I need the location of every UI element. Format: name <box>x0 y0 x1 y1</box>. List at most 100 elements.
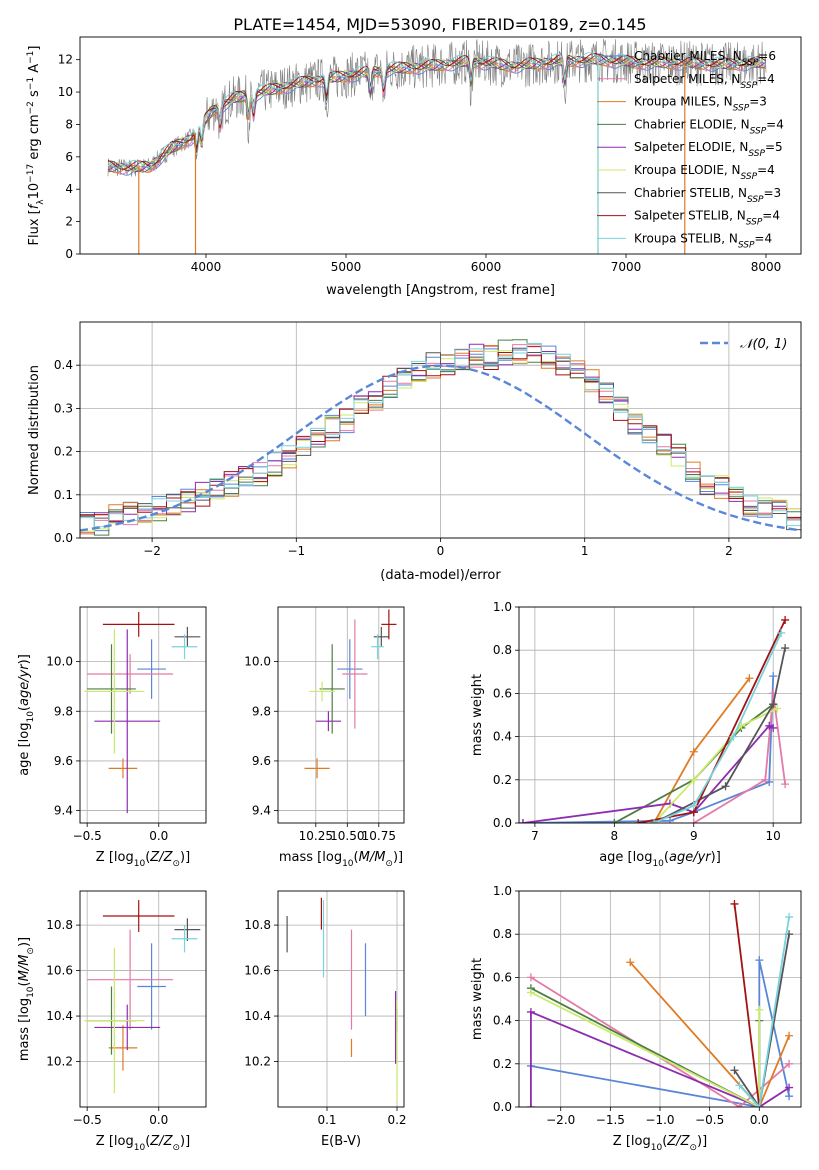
errorbar-chabrier_elodie <box>319 644 345 734</box>
weight-line-kroupa_miles <box>629 961 790 1107</box>
errorbar-kroupa_stelib <box>371 634 384 660</box>
y-tick-label: 0.2 <box>54 445 73 459</box>
weight-marker-kroupa_miles <box>785 1031 794 1040</box>
y-tick-label: 0.2 <box>493 1057 512 1071</box>
weight-line-kroupa_elodie <box>653 707 778 823</box>
x-tick-label: −1.0 <box>645 1113 674 1127</box>
errorbar-kroupa_miles <box>108 758 138 779</box>
y-tick-label: 10.0 <box>46 655 73 669</box>
errorbar-salpeter_miles <box>87 654 174 694</box>
weight-marker-chabrier_elodie <box>610 819 619 823</box>
x-tick-label: 9 <box>690 829 698 843</box>
x-axis-label: Z [log10(Z/Z⊙)] <box>96 1134 190 1153</box>
y-tick-label: 10.8 <box>46 918 73 932</box>
y-tick-label: 2 <box>65 215 73 229</box>
weight-marker-chabrier_miles <box>665 816 674 823</box>
y-axis-label: Normed distribution <box>27 365 42 495</box>
y-tick-label: 1.0 <box>493 884 512 898</box>
weight-marker-kroupa_stelib <box>755 1103 764 1107</box>
weight-line-chabrier_stelib <box>733 934 790 1107</box>
y-tick-label: 12 <box>58 53 73 67</box>
x-axis-label: wavelength [Angstrom, rest frame] <box>326 283 555 298</box>
axes-frame <box>518 890 802 1108</box>
errorbar-salpeter_elodie <box>94 1004 161 1051</box>
y-tick-label: 0.8 <box>493 927 512 941</box>
weight-marker-chabrier_stelib <box>721 782 730 791</box>
legend-label-kroupa_stelib: Kroupa STELIB, NSSP=4 <box>634 231 772 250</box>
weight-marker-salpeter_miles <box>785 1059 794 1068</box>
weight-line-salpeter_miles <box>530 976 790 1107</box>
legend-label-salpeter_elodie: Salpeter ELODIE, NSSP=5 <box>634 140 783 159</box>
weight-marker-kroupa_elodie <box>773 704 782 713</box>
weight-line-salpeter_miles <box>693 693 786 823</box>
weight-line-chabrier_stelib <box>653 647 786 823</box>
weight-marker-chabrier_miles <box>785 1092 794 1101</box>
errorbar-salpeter_miles <box>342 619 368 729</box>
model-spectrum-kroupa_stelib <box>107 52 766 169</box>
axes-frame <box>79 890 207 1108</box>
y-tick-label: 0 <box>65 247 73 261</box>
errorbar-kroupa_elodie <box>309 681 335 702</box>
errorbar-kroupa_stelib <box>171 634 198 660</box>
y-tick-label: 1.0 <box>493 600 512 614</box>
x-axis-label: mass [log10(M/M⊙)] <box>279 850 403 869</box>
errorbar-kroupa_elodie <box>84 629 145 754</box>
weight-marker-chabrier_stelib <box>781 644 790 653</box>
z-age-panel: −0.5 0.0 9.4 9.6 9.8 10.0 Z [log10(Z/Z⊙)] age [… <box>17 606 207 869</box>
histogram-kroupa_stelib <box>80 343 801 528</box>
x-tick-label: 10.75 <box>362 829 396 843</box>
y-axis-label: mass weight <box>470 674 485 756</box>
y-axis-label: age [log10(age/yr)] <box>17 654 36 776</box>
axes-frame <box>518 606 802 824</box>
weight-marker-kroupa_stelib <box>729 732 738 741</box>
x-tick-label: 0.0 <box>750 1113 769 1127</box>
weight-marker-salpeter_elodie <box>526 1007 535 1016</box>
weight-line-kroupa_elodie <box>530 991 761 1107</box>
weight-marker-kroupa_miles <box>745 674 754 683</box>
weight-marker-salpeter_stelib <box>730 899 739 908</box>
y-tick-label: 9.6 <box>54 754 73 768</box>
errorbar-salpeter_elodie <box>94 629 161 814</box>
y-axis-label: mass weight <box>470 958 485 1040</box>
y-tick-label: 4 <box>65 182 73 196</box>
weight-marker-chabrier_stelib <box>730 1066 739 1075</box>
legend-label-gauss: 𝒩(0, 1) <box>740 337 787 352</box>
weight-marker-kroupa_miles <box>689 747 698 756</box>
weight-marker-kroupa_elodie <box>526 988 535 997</box>
weight-line-kroupa_miles <box>653 677 751 823</box>
weight-marker-kroupa_stelib <box>777 628 786 637</box>
y-tick-label: 9.4 <box>54 804 73 818</box>
x-axis-label: Z [log10(Z/Z⊙)] <box>613 1134 707 1153</box>
x-tick-label: 8000 <box>751 260 782 274</box>
y-tick-label: 10.4 <box>244 1009 271 1023</box>
x-tick-label: −1 <box>287 544 305 558</box>
z-mass-panel: −0.5 0.0 10.2 10.4 10.6 10.8 Z [log10(Z/Z⊙)] ma… <box>17 890 207 1153</box>
model-spectrum-chabrier_stelib <box>107 53 766 171</box>
legend: Chabrier MILES, NSSP=6 Salpeter MILES, NS… <box>597 49 784 250</box>
spectrum-panel: 4000 5000 6000 7000 8000 0 2 4 6 8 10 12 wavelength … <box>26 36 802 298</box>
x-tick-label: 0 <box>437 544 445 558</box>
errorbar-chabrier_stelib <box>174 626 201 647</box>
y-tick-label: 0.0 <box>54 531 73 545</box>
y-tick-label: 0.4 <box>493 1014 512 1028</box>
y-tick-label: 0.2 <box>493 773 512 787</box>
weight-marker-chabrier_miles <box>769 672 778 681</box>
errorbar-salpeter_miles <box>87 929 174 1030</box>
y-tick-label: 0.3 <box>54 401 73 415</box>
y-tick-label: 10.4 <box>46 1009 73 1023</box>
x-tick-label: 1 <box>581 544 589 558</box>
weight-marker-kroupa_stelib <box>735 1081 744 1090</box>
y-tick-label: 0.0 <box>493 816 512 830</box>
weight-marker-salpeter_stelib <box>634 819 643 823</box>
weight-line-kroupa_stelib <box>738 916 790 1107</box>
z-weight-panel: −2.0 −1.5 −1.0 −0.5 0.0 0.0 0.2 0.4 0.6 0.8 1.0 Z [… <box>470 884 802 1153</box>
errorbar-kroupa_stelib <box>171 925 198 953</box>
x-tick-label: 0.1 <box>317 1113 336 1127</box>
errorbar-chabrier_miles <box>137 943 166 1030</box>
x-tick-label: −1.5 <box>596 1113 625 1127</box>
x-tick-label: −0.5 <box>695 1113 724 1127</box>
weight-marker-kroupa_stelib <box>689 801 698 810</box>
errorbar-chabrier_stelib <box>373 626 389 647</box>
errorbar-chabrier_miles <box>137 639 166 699</box>
